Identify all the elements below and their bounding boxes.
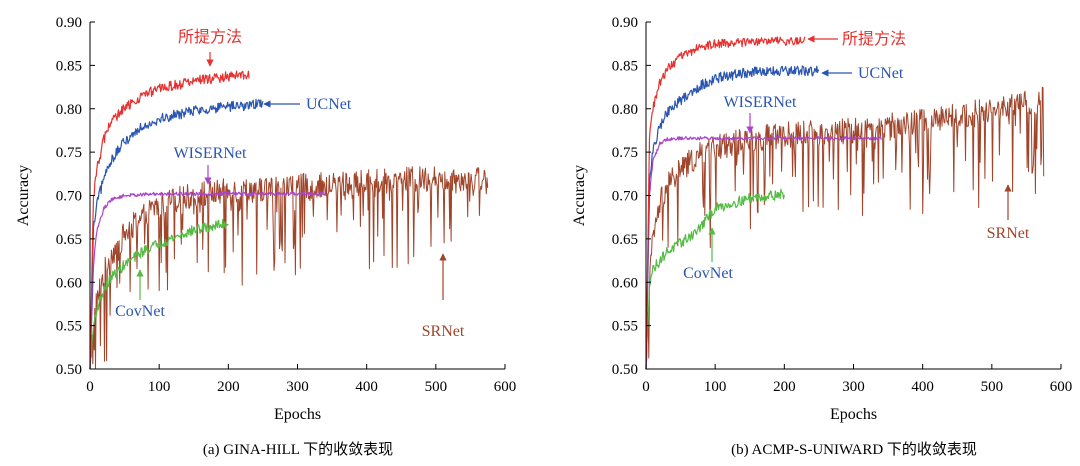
series-line-covnet-1	[89, 218, 229, 370]
x-tick-label: 400	[355, 379, 378, 395]
y-tick-label: 0.80	[612, 102, 638, 118]
panel-caption: (b) ACMP-S-UNIWARD 下的收敛表现	[731, 441, 977, 458]
annotation-label: CovNet	[683, 265, 733, 282]
y-tick-label: 0.55	[612, 319, 638, 335]
chart-panel-a: 0.50 0.55 0.60 0.65 0.70 0.75 0.80 0.85 0.90 0 100…	[15, 15, 516, 458]
series-line--4	[645, 36, 806, 370]
y-tick-label: 0.70	[56, 189, 82, 205]
y-tick-label: 0.75	[56, 145, 82, 161]
x-tick-label: 200	[773, 379, 796, 395]
annotation-label: CovNet	[115, 303, 165, 320]
y-tick-label: 0.60	[612, 275, 638, 291]
series-line-covnet-1	[645, 188, 785, 370]
x-tick-label: 500	[981, 379, 1004, 395]
x-axis-label: Epochs	[830, 406, 877, 423]
series-line-srnet-0	[89, 166, 489, 370]
annotation-label: 所提方法	[178, 28, 242, 46]
y-tick-label: 0.60	[56, 275, 82, 291]
axis-lines	[645, 22, 1061, 370]
x-tick-label: 300	[286, 379, 309, 395]
chart-panel-b: 0.50 0.55 0.60 0.65 0.70 0.75 0.80 0.85 0.90 0 100…	[571, 15, 1072, 458]
x-axis-label: Epochs	[274, 406, 321, 423]
y-tick-label: 0.85	[56, 58, 82, 74]
x-tick-label: 600	[494, 379, 517, 395]
annotation-label: WISERNet	[174, 145, 247, 162]
x-tick-label: 500	[425, 379, 448, 395]
x-tick-label: 0	[86, 379, 94, 395]
y-tick-label: 0.55	[56, 319, 82, 335]
y-tick-label: 0.65	[612, 232, 638, 248]
y-tick-label: 0.70	[612, 189, 638, 205]
panel-caption: (a) GINA-HILL 下的收敛表现	[203, 441, 393, 458]
x-tick-label: 100	[704, 379, 727, 395]
annotation-label: WISERNet	[724, 94, 797, 111]
x-tick-label: 0	[642, 379, 650, 395]
annotation-label: SRNet	[987, 225, 1030, 242]
x-tick-label: 100	[148, 379, 171, 395]
series-line--4	[89, 70, 250, 370]
y-tick-label: 0.85	[612, 58, 638, 74]
y-tick-label: 0.80	[56, 102, 82, 118]
x-tick-label: 200	[217, 379, 240, 395]
annotation-label: SRNet	[422, 323, 465, 340]
annotation-label: UCNet	[306, 96, 352, 113]
annotation-label: 所提方法	[842, 30, 906, 48]
series-line-srnet-0	[645, 86, 1045, 370]
y-tick-label: 0.50	[612, 362, 638, 378]
y-tick-label: 0.90	[612, 15, 638, 31]
x-tick-label: 400	[911, 379, 934, 395]
y-axis-label: Accuracy	[15, 165, 32, 226]
y-tick-label: 0.75	[612, 145, 638, 161]
series-line-ucnet-3	[645, 65, 820, 370]
y-tick-label: 0.50	[56, 362, 82, 378]
series-line-wisernet-2	[89, 191, 326, 370]
y-tick-label: 0.65	[56, 232, 82, 248]
y-tick-label: 0.90	[56, 15, 82, 31]
x-tick-label: 600	[1050, 379, 1073, 395]
annotation-label: UCNet	[858, 65, 904, 82]
series-line-wisernet-2	[645, 135, 882, 370]
y-axis-label: Accuracy	[571, 165, 588, 226]
x-tick-label: 300	[842, 379, 865, 395]
series-line-ucnet-3	[89, 98, 264, 370]
